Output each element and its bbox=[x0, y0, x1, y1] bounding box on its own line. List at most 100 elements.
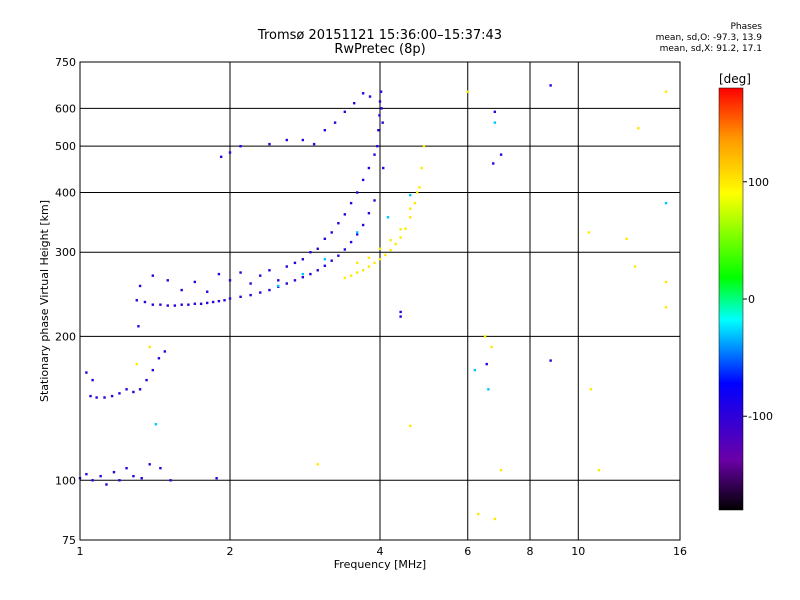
data-point-O bbox=[293, 279, 297, 282]
data-point-X bbox=[399, 228, 402, 231]
data-point-X bbox=[316, 463, 319, 466]
data-point-O bbox=[376, 144, 379, 148]
data-point-O bbox=[193, 302, 197, 305]
data-point-O bbox=[140, 477, 143, 480]
data-point-X bbox=[394, 242, 397, 246]
y-tick-label: 500 bbox=[55, 140, 76, 153]
data-point-O bbox=[103, 396, 106, 399]
data-point-other bbox=[277, 284, 280, 288]
data-point-O bbox=[91, 378, 94, 382]
data-point-X bbox=[637, 127, 640, 130]
data-point-O bbox=[159, 466, 162, 470]
x-axis-label: Frequency [MHz] bbox=[334, 558, 426, 571]
data-point-O bbox=[199, 302, 203, 305]
data-point-X bbox=[367, 256, 371, 260]
data-point-other bbox=[473, 368, 477, 372]
data-point-X bbox=[422, 144, 426, 148]
data-point-X bbox=[349, 274, 353, 277]
data-point-O bbox=[268, 269, 271, 272]
phases-mean-x: mean, sd,X: 91.2, 17.1 bbox=[659, 44, 762, 54]
data-point-O bbox=[285, 138, 288, 142]
data-point-other bbox=[154, 423, 158, 426]
data-point-O bbox=[499, 153, 503, 156]
y-axis-ticks: 75 100 200 300 400 500 600 750 bbox=[55, 56, 76, 547]
data-point-O bbox=[316, 247, 319, 250]
data-point-O bbox=[343, 110, 347, 114]
data-point-O bbox=[143, 300, 147, 304]
data-point-O bbox=[343, 248, 347, 251]
data-point-X bbox=[389, 238, 392, 242]
data-point-O bbox=[259, 274, 262, 277]
data-point-other bbox=[323, 258, 327, 261]
data-point-other bbox=[664, 201, 668, 205]
data-point-O bbox=[323, 237, 327, 241]
data-point-O bbox=[323, 128, 327, 132]
data-point-O bbox=[95, 396, 98, 399]
data-point-O bbox=[151, 274, 155, 277]
data-point-O bbox=[99, 474, 102, 478]
data-point-O bbox=[85, 472, 88, 476]
data-point-O bbox=[138, 388, 142, 391]
x-tick-label: 1 bbox=[77, 545, 84, 558]
data-point-O bbox=[205, 301, 209, 305]
data-point-O bbox=[239, 144, 242, 148]
data-point-O bbox=[85, 371, 88, 374]
data-point-O bbox=[118, 392, 121, 395]
data-point-O bbox=[125, 388, 128, 391]
data-point-O bbox=[349, 240, 353, 244]
data-point-O bbox=[89, 394, 92, 398]
grid-lines bbox=[80, 62, 680, 540]
data-point-O bbox=[163, 350, 167, 353]
data-point-O bbox=[367, 166, 371, 170]
data-point-O bbox=[159, 303, 162, 306]
data-point-O bbox=[492, 162, 495, 165]
data-point-O bbox=[169, 479, 172, 482]
data-point-X bbox=[418, 186, 421, 189]
data-point-O bbox=[193, 280, 197, 284]
data-point-O bbox=[268, 142, 271, 146]
y-tick-label: 75 bbox=[62, 534, 76, 547]
data-point-O bbox=[285, 282, 288, 285]
data-point-O bbox=[301, 138, 305, 142]
data-point-O bbox=[309, 251, 312, 254]
chart-subtitle: RwPretec (8p) bbox=[334, 42, 426, 57]
data-point-O bbox=[145, 378, 148, 382]
data-point-O bbox=[187, 303, 190, 306]
data-point-X bbox=[409, 424, 412, 428]
data-point-X bbox=[404, 227, 407, 230]
data-point-other bbox=[487, 388, 490, 391]
data-point-X bbox=[399, 236, 402, 239]
x-tick-label: 2 bbox=[227, 545, 234, 558]
data-point-O bbox=[151, 368, 155, 372]
data-point-O bbox=[228, 297, 232, 300]
data-point-O bbox=[211, 300, 215, 304]
data-point-O bbox=[137, 325, 140, 328]
data-point-X bbox=[420, 166, 423, 170]
x-tick-label: 4 bbox=[377, 545, 384, 558]
data-point-X bbox=[664, 306, 668, 309]
data-point-O bbox=[249, 293, 252, 297]
data-point-O bbox=[323, 264, 327, 267]
x-axis-ticks: 1 2 4 6 8 10 16 bbox=[77, 545, 688, 558]
data-point-O bbox=[166, 304, 169, 307]
data-point-O bbox=[361, 92, 365, 95]
data-point-X bbox=[135, 362, 138, 366]
data-point-O bbox=[309, 272, 312, 276]
data-point-other bbox=[386, 216, 390, 219]
data-point-O bbox=[330, 259, 333, 262]
data-point-O bbox=[239, 271, 242, 274]
data-point-O bbox=[151, 303, 155, 306]
data-point-O bbox=[349, 201, 353, 205]
colorbar-tick-label: -100 bbox=[748, 410, 773, 423]
data-point-O bbox=[381, 121, 384, 124]
data-point-X bbox=[483, 335, 487, 338]
data-point-X bbox=[361, 269, 365, 272]
data-point-O bbox=[337, 222, 340, 225]
y-tick-label: 400 bbox=[55, 186, 76, 199]
data-point-O bbox=[330, 231, 333, 234]
data-point-O bbox=[110, 394, 114, 398]
y-tick-label: 300 bbox=[55, 246, 76, 259]
data-point-O bbox=[373, 199, 376, 202]
y-tick-label: 750 bbox=[55, 56, 76, 69]
data-point-X bbox=[355, 261, 359, 265]
